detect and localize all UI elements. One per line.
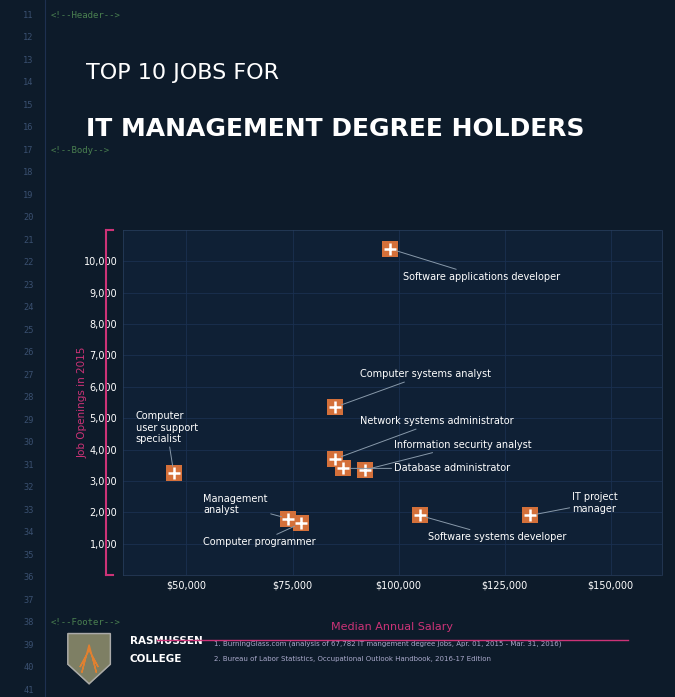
- Text: 16: 16: [24, 123, 34, 132]
- Text: 37: 37: [24, 595, 34, 604]
- Text: 11: 11: [24, 11, 34, 20]
- Text: Computer
user support
specialist: Computer user support specialist: [136, 411, 198, 466]
- Text: 32: 32: [24, 483, 34, 492]
- Text: 18: 18: [24, 168, 34, 177]
- Polygon shape: [68, 634, 110, 684]
- Text: 25: 25: [24, 325, 34, 335]
- Text: Computer systems analyst: Computer systems analyst: [342, 369, 491, 405]
- Text: 20: 20: [24, 213, 34, 222]
- Text: 21: 21: [24, 236, 34, 245]
- Text: 12: 12: [24, 33, 34, 43]
- Text: IT project
manager: IT project manager: [537, 492, 618, 514]
- Text: 35: 35: [24, 551, 34, 560]
- Text: 31: 31: [24, 461, 34, 470]
- Text: Job Openings in 2015: Job Openings in 2015: [78, 347, 87, 458]
- Polygon shape: [80, 645, 99, 673]
- Text: 24: 24: [24, 303, 34, 312]
- Text: 29: 29: [24, 415, 34, 424]
- Text: Computer programmer: Computer programmer: [203, 526, 316, 547]
- Text: TOP 10 JOBS FOR: TOP 10 JOBS FOR: [86, 63, 279, 83]
- Text: 28: 28: [24, 393, 34, 402]
- Text: 41: 41: [24, 686, 34, 694]
- Text: 17: 17: [24, 146, 34, 155]
- Text: Median Annual Salary: Median Annual Salary: [331, 622, 453, 632]
- Text: Database administrator: Database administrator: [350, 464, 510, 473]
- Text: 14: 14: [24, 78, 34, 87]
- Text: 19: 19: [24, 191, 34, 200]
- Text: Information security analyst: Information security analyst: [371, 440, 532, 468]
- Text: 27: 27: [24, 371, 34, 380]
- Text: 13: 13: [24, 56, 34, 65]
- Text: <!--Footer-->: <!--Footer-->: [51, 618, 121, 627]
- Text: 36: 36: [24, 573, 34, 582]
- Text: COLLEGE: COLLEGE: [130, 654, 182, 664]
- Text: RASMUSSEN: RASMUSSEN: [130, 636, 202, 646]
- Text: 1. BurningGlass.com (analysis of 67,782 IT mangement degree jobs, Apr. 01, 2015 : 1. BurningGlass.com (analysis of 67,782 …: [214, 640, 562, 647]
- Text: 40: 40: [24, 663, 34, 672]
- Text: IT MANAGEMENT DEGREE HOLDERS: IT MANAGEMENT DEGREE HOLDERS: [86, 117, 585, 141]
- Text: 15: 15: [24, 101, 34, 110]
- Text: 26: 26: [24, 348, 34, 357]
- Text: <!--Body-->: <!--Body-->: [51, 146, 110, 155]
- Text: <!--Header-->: <!--Header-->: [51, 11, 121, 20]
- Text: Management
analyst: Management analyst: [203, 493, 281, 516]
- Text: 38: 38: [24, 618, 34, 627]
- Text: Network systems administrator: Network systems administrator: [342, 416, 514, 457]
- Text: 34: 34: [24, 528, 34, 537]
- Text: 39: 39: [24, 641, 34, 650]
- Text: 23: 23: [24, 281, 34, 290]
- Text: Software applications developer: Software applications developer: [397, 251, 560, 282]
- Text: 33: 33: [24, 505, 34, 514]
- Text: 2. Bureau of Labor Statistics, Occupational Outlook Handbook, 2016-17 Edition: 2. Bureau of Labor Statistics, Occupatio…: [214, 656, 491, 661]
- Text: 30: 30: [24, 438, 34, 447]
- Text: Software systems developer: Software systems developer: [427, 517, 566, 542]
- Text: 22: 22: [24, 258, 34, 267]
